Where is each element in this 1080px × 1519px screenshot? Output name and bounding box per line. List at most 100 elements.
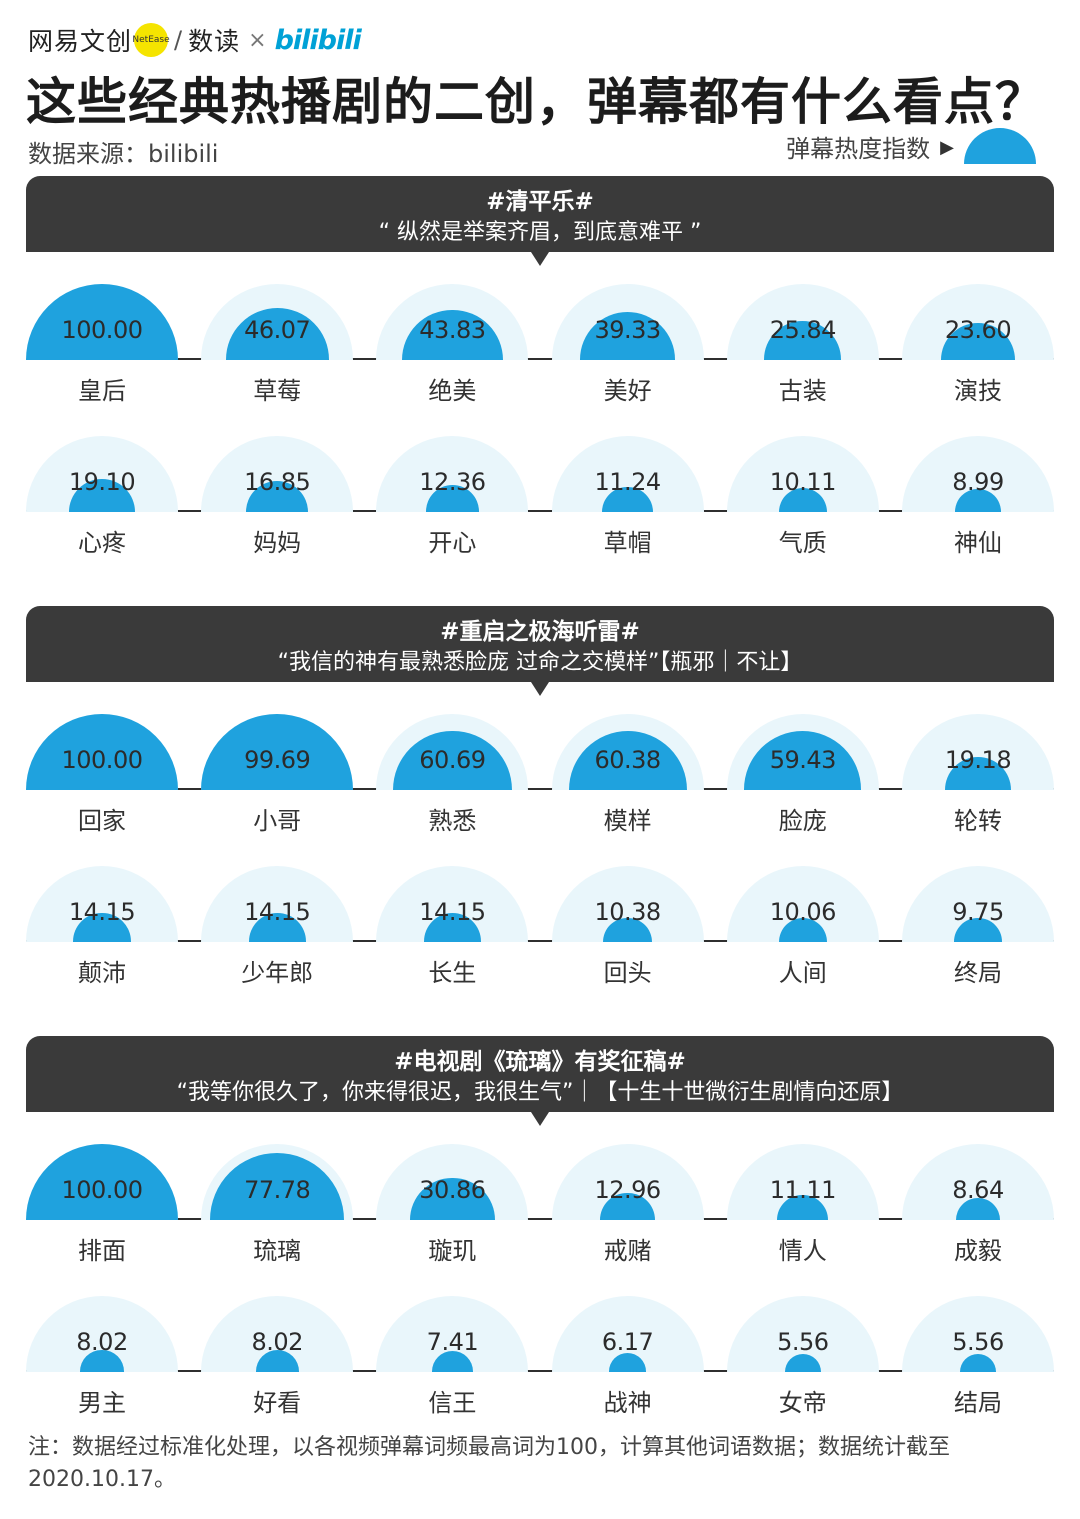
category-label: 人间 bbox=[778, 959, 827, 987]
chart-cell: 14.15 少年郎 bbox=[201, 864, 376, 1014]
category-label: 小哥 bbox=[253, 807, 302, 835]
chart-cell: 9.75 终局 bbox=[902, 864, 1077, 1014]
bilibili-logo: bilibili bbox=[274, 24, 362, 56]
data-label: 60.38 bbox=[594, 746, 661, 774]
chart-section-jihaitinglei: #重启之极海听雷# “我信的神有最熟悉脸庞 过命之交模样”【瓶邪｜不让】 100… bbox=[26, 606, 1054, 1010]
footnote: 注：数据经过标准化处理，以各视频弹幕词频最高词为100，计算其他词语数据；数据统… bbox=[28, 1435, 950, 1492]
chart-row: 100.00 排面 77.78 琉璃 30.86 璇玑 12.96 戒赌 11.11 情人 8.64… bbox=[26, 1142, 1054, 1294]
chart-cell: 8.02 好看 bbox=[201, 1294, 376, 1444]
chart-section-liuli: #电视剧《琉璃》有奖征稿# “我等你很久了，你来得很迟，我很生气”｜【十生十世微… bbox=[26, 1036, 1054, 1440]
logo-separator: / bbox=[174, 26, 183, 54]
section-banner: #电视剧《琉璃》有奖征稿# “我等你很久了，你来得很迟，我很生气”｜【十生十世微… bbox=[26, 1036, 1054, 1126]
data-label: 8.64 bbox=[952, 1176, 1004, 1204]
data-label: 12.96 bbox=[594, 1176, 661, 1204]
data-label: 30.86 bbox=[419, 1176, 486, 1204]
category-label: 情人 bbox=[778, 1237, 827, 1265]
data-label: 100.00 bbox=[61, 746, 143, 774]
chart-cell: 25.84 古装 bbox=[726, 282, 902, 432]
section-banner: #重启之极海听雷# “我信的神有最熟悉脸庞 过命之交模样”【瓶邪｜不让】 bbox=[26, 606, 1054, 696]
legend: 弹幕热度指数 ▶ bbox=[786, 128, 1036, 164]
chart-cell: 60.38 模样 bbox=[551, 712, 727, 862]
data-label: 8.99 bbox=[952, 468, 1004, 496]
chart-cell: 7.41 信王 bbox=[376, 1294, 551, 1444]
category-label: 回家 bbox=[78, 807, 126, 835]
data-label: 100.00 bbox=[61, 316, 143, 344]
dome-mark bbox=[955, 489, 1001, 512]
page-title: 这些经典热播剧的二创，弹幕都有什么看点？ bbox=[26, 73, 1046, 131]
dome-mark bbox=[255, 1350, 299, 1372]
category-label: 终局 bbox=[954, 959, 1002, 987]
data-label: 25.84 bbox=[769, 316, 837, 344]
chart-row: 100.00 回家 99.69 小哥 60.69 熟悉 60.38 模样 59.43 脸庞 19.1… bbox=[26, 712, 1054, 864]
chart-cell: 100.00 皇后 bbox=[26, 282, 201, 432]
data-label: 23.60 bbox=[944, 316, 1012, 344]
data-label: 14.15 bbox=[419, 898, 486, 926]
category-label: 脸庞 bbox=[778, 807, 827, 835]
netease-badge: NetEase bbox=[132, 23, 170, 57]
data-label: 11.24 bbox=[594, 468, 661, 496]
chart-cell: 59.43 脸庞 bbox=[726, 712, 902, 862]
data-label: 43.83 bbox=[419, 316, 486, 344]
chart-cell: 8.64 成毅 bbox=[902, 1142, 1077, 1292]
category-label: 战神 bbox=[603, 1389, 652, 1417]
data-label: 10.11 bbox=[769, 468, 837, 496]
chart-row: 19.10 心疼 16.85 妈妈 12.36 开心 11.24 草帽 10.11 气质 8.99 神… bbox=[26, 434, 1054, 586]
data-label: 14.15 bbox=[244, 898, 311, 926]
chart-cell: 60.69 熟悉 bbox=[376, 712, 551, 862]
netease-logo: 网易文创 bbox=[28, 27, 133, 56]
category-label: 少年郎 bbox=[241, 959, 314, 987]
chart-cell: 19.18 轮转 bbox=[902, 712, 1077, 862]
category-label: 结局 bbox=[954, 1389, 1002, 1417]
category-label: 开心 bbox=[428, 529, 477, 557]
dome-mark bbox=[955, 1197, 1001, 1220]
chart-cell: 77.78 琉璃 bbox=[201, 1142, 376, 1292]
chart-cell: 10.06 人间 bbox=[726, 864, 902, 1014]
category-label: 轮转 bbox=[954, 807, 1002, 835]
category-label: 信王 bbox=[428, 1389, 477, 1417]
chart-cell: 43.83 绝美 bbox=[376, 282, 551, 432]
category-label: 好看 bbox=[253, 1389, 302, 1417]
chart-cell: 10.11 气质 bbox=[726, 434, 902, 584]
category-label: 琉璃 bbox=[253, 1237, 302, 1265]
arrow-right-icon: ▶ bbox=[940, 137, 954, 158]
category-label: 美好 bbox=[603, 377, 652, 405]
category-label: 成毅 bbox=[954, 1237, 1002, 1265]
data-label: 14.15 bbox=[68, 898, 136, 926]
category-label: 回头 bbox=[603, 959, 652, 987]
chart-cell: 100.00 排面 bbox=[26, 1142, 201, 1292]
data-label: 10.38 bbox=[594, 898, 661, 926]
chart-cell: 14.15 颠沛 bbox=[26, 864, 201, 1014]
section-title: #电视剧《琉璃》有奖征稿# bbox=[394, 1049, 686, 1075]
data-label: 16.85 bbox=[244, 468, 311, 496]
shudu-logo: 数读 bbox=[188, 27, 241, 56]
data-label: 6.17 bbox=[601, 1328, 654, 1356]
category-label: 古装 bbox=[778, 377, 827, 405]
category-label: 绝美 bbox=[428, 377, 477, 405]
baseline bbox=[26, 940, 1054, 942]
data-label: 19.18 bbox=[944, 746, 1012, 774]
chart-cell: 19.10 心疼 bbox=[26, 434, 201, 584]
legend-dome-icon bbox=[964, 128, 1036, 164]
section-quote: “我信的神有最熟悉脸庞 过命之交模样”【瓶邪｜不让】 bbox=[277, 650, 803, 675]
section-title: #重启之极海听雷# bbox=[440, 619, 640, 645]
data-label: 19.10 bbox=[68, 468, 136, 496]
dome-mark bbox=[608, 1353, 647, 1372]
baseline bbox=[26, 510, 1054, 512]
data-label: 9.75 bbox=[952, 898, 1004, 926]
category-label: 女帝 bbox=[778, 1389, 827, 1417]
category-label: 草莓 bbox=[253, 377, 302, 405]
category-label: 颠沛 bbox=[78, 959, 126, 987]
section-banner: #清平乐# “ 纵然是举案齐眉，到底意难平 ” bbox=[26, 176, 1054, 266]
baseline bbox=[26, 1218, 1054, 1220]
category-label: 戒赌 bbox=[603, 1237, 652, 1265]
data-label: 99.69 bbox=[244, 746, 311, 774]
data-label: 5.56 bbox=[777, 1328, 829, 1356]
category-label: 演技 bbox=[954, 377, 1002, 405]
dome-mark bbox=[954, 918, 1002, 942]
baseline bbox=[26, 788, 1054, 790]
logo-times: × bbox=[248, 27, 267, 53]
category-label: 神仙 bbox=[954, 529, 1002, 557]
chart-row: 14.15 颠沛 14.15 少年郎 14.15 长生 10.38 回头 10.06 人间 9.75… bbox=[26, 864, 1054, 1016]
section-title: #清平乐# bbox=[486, 189, 594, 215]
section-quote: “我等你很久了，你来得很迟，我很生气”｜【十生十世微衍生剧情向还原】 bbox=[176, 1080, 904, 1105]
